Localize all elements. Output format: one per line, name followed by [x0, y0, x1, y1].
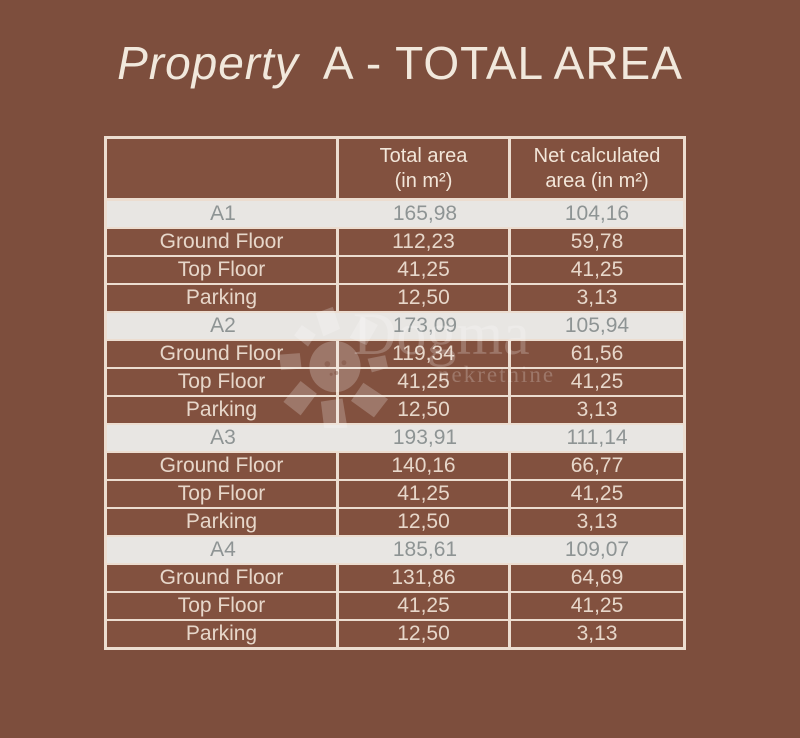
row-label-cell: Ground Floor: [107, 229, 339, 255]
table-body: A1 165,98 104,16 Ground Floor 112,23 59,78 Top…: [107, 198, 683, 647]
total-area-cell: 12,50: [339, 397, 511, 423]
title-rest: A - TOTAL AREA: [322, 37, 683, 89]
net-area-cell: 109,07: [564, 538, 630, 561]
net-area-cell: 3,13: [576, 398, 618, 421]
area-table: Total area (in m²) Net calculated area (…: [104, 136, 686, 650]
net-area-cell: 111,14: [566, 426, 628, 449]
table-row: Top Floor 41,25 41,25: [107, 255, 683, 283]
row-label-cell: A3: [210, 426, 236, 449]
header-net-line1: Net calculated: [533, 144, 661, 167]
net-area-cell: 61,56: [570, 342, 624, 365]
page-title: Property A - TOTAL AREA: [0, 36, 800, 90]
total-area-cell: 12,50: [339, 621, 511, 647]
total-area-cell: 173,09: [392, 314, 458, 337]
total-area-cell: 185,61: [392, 538, 458, 561]
net-area-cell: 3,13: [576, 510, 618, 533]
row-label-cell: Ground Floor: [107, 341, 339, 367]
header-total-line1: Total area: [379, 144, 468, 167]
row-label-cell: Top Floor: [107, 257, 339, 283]
net-area-cell: 105,94: [564, 314, 630, 337]
header-total-line2: (in m²): [394, 169, 453, 192]
net-area-cell: 66,77: [570, 454, 624, 477]
net-area-cell: 41,25: [570, 594, 624, 617]
table-row: Top Floor 41,25 41,25: [107, 479, 683, 507]
total-area-cell: 41,25: [339, 593, 511, 619]
header-total-area-cell: Total area (in m²): [339, 139, 511, 198]
header-net-line2: area (in m²): [545, 169, 649, 192]
total-area-cell: 119,34: [339, 341, 511, 367]
row-label-cell: Top Floor: [107, 481, 339, 507]
row-label-cell: Top Floor: [107, 369, 339, 395]
row-label-cell: Top Floor: [107, 593, 339, 619]
row-label-cell: Parking: [107, 397, 339, 423]
title-property-word: Property: [117, 37, 299, 89]
net-area-cell: 59,78: [570, 230, 624, 253]
row-label-cell: Parking: [107, 509, 339, 535]
header-net-area-cell: Net calculated area (in m²): [511, 139, 683, 198]
table-row: Ground Floor 140,16 66,77: [107, 451, 683, 479]
row-label-cell: A2: [210, 314, 236, 337]
net-area-cell: 41,25: [570, 482, 624, 505]
total-area-cell: 112,23: [339, 229, 511, 255]
total-area-cell: 41,25: [339, 481, 511, 507]
total-area-cell: 41,25: [339, 369, 511, 395]
net-area-cell: 3,13: [576, 286, 618, 309]
table-row: Ground Floor 131,86 64,69: [107, 563, 683, 591]
section-row-a2: A2 173,09 105,94: [107, 311, 683, 339]
net-area-cell: 64,69: [570, 566, 624, 589]
net-area-cell: 3,13: [576, 622, 618, 645]
total-area-cell: 165,98: [392, 202, 458, 225]
total-area-cell: 193,91: [392, 426, 458, 449]
table-row: Ground Floor 119,34 61,56: [107, 339, 683, 367]
section-row-a4: A4 185,61 109,07: [107, 535, 683, 563]
table-header-row: Total area (in m²) Net calculated area (…: [107, 139, 683, 198]
total-area-cell: 140,16: [339, 453, 511, 479]
table-row: Parking 12,50 3,13: [107, 395, 683, 423]
table-row: Parking 12,50 3,13: [107, 619, 683, 647]
total-area-cell: 41,25: [339, 257, 511, 283]
row-label-cell: A4: [210, 538, 236, 561]
row-label-cell: Ground Floor: [107, 453, 339, 479]
net-area-cell: 41,25: [570, 370, 624, 393]
header-label-cell: [107, 139, 339, 198]
table-row: Top Floor 41,25 41,25: [107, 591, 683, 619]
row-label-cell: A1: [210, 202, 236, 225]
table-row: Parking 12,50 3,13: [107, 283, 683, 311]
total-area-cell: 12,50: [339, 285, 511, 311]
row-label-cell: Parking: [107, 621, 339, 647]
table-row: Ground Floor 112,23 59,78: [107, 227, 683, 255]
table-row: Top Floor 41,25 41,25: [107, 367, 683, 395]
row-label-cell: Ground Floor: [107, 565, 339, 591]
row-label-cell: Parking: [107, 285, 339, 311]
total-area-cell: 131,86: [339, 565, 511, 591]
section-row-a1: A1 165,98 104,16: [107, 198, 683, 227]
section-row-a3: A3 193,91 111,14: [107, 423, 683, 451]
table-row: Parking 12,50 3,13: [107, 507, 683, 535]
net-area-cell: 104,16: [564, 202, 630, 225]
total-area-cell: 12,50: [339, 509, 511, 535]
net-area-cell: 41,25: [570, 258, 624, 281]
